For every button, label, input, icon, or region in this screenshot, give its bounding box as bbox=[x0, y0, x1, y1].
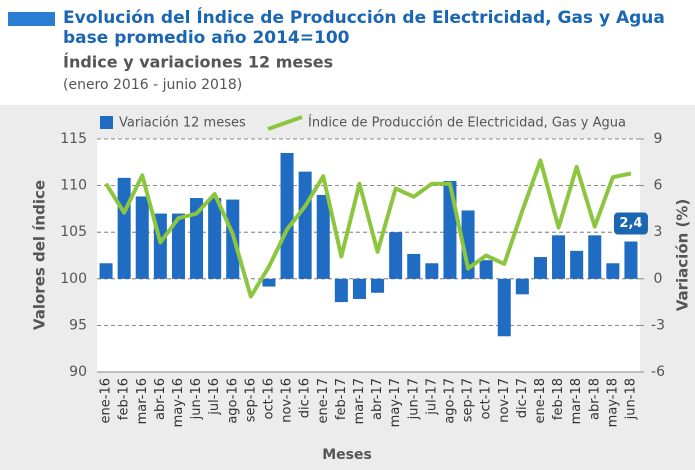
bar bbox=[171, 213, 185, 279]
value-label: 2,4 bbox=[619, 216, 642, 231]
title-marker bbox=[8, 12, 55, 26]
y-axis-label: Valores del índice bbox=[31, 180, 49, 330]
chart-subtitle: Índice y variaciones 12 meses bbox=[63, 53, 333, 72]
x-tick-label: ene-17 bbox=[316, 378, 331, 423]
y2-tick-label: 6 bbox=[654, 178, 663, 194]
bar bbox=[624, 241, 638, 279]
y-tick-label: 90 bbox=[69, 364, 87, 380]
x-tick-label: abr-16 bbox=[153, 378, 168, 420]
period: (enero 2016 - junio 2018) bbox=[63, 77, 242, 93]
bar bbox=[552, 235, 566, 279]
bar bbox=[588, 235, 602, 279]
x-tick-label: may-16 bbox=[171, 378, 186, 427]
x-tick-label: ago-16 bbox=[225, 378, 240, 424]
x-tick-label: feb-18 bbox=[551, 378, 566, 420]
bar bbox=[407, 253, 421, 279]
y2-tick-label: -6 bbox=[651, 364, 665, 380]
chart-title: Evolución del Índice de Producción de El… bbox=[63, 6, 665, 28]
x-tick-label: may-17 bbox=[388, 378, 403, 427]
y2-tick-label: 0 bbox=[654, 271, 663, 287]
y-tick-label: 95 bbox=[69, 317, 87, 333]
bar bbox=[135, 196, 149, 279]
legend-label: Índice de Producción de Electricidad, Ga… bbox=[308, 115, 626, 131]
x-tick-label: nov-17 bbox=[497, 378, 512, 423]
x-tick-label: may-18 bbox=[605, 378, 620, 427]
bar bbox=[479, 260, 493, 279]
x-tick-label: sep-17 bbox=[461, 378, 476, 422]
bar bbox=[117, 177, 131, 279]
x-tick-label: mar-17 bbox=[352, 378, 367, 424]
x-tick-label: jun-18 bbox=[623, 378, 638, 420]
x-tick-label: jul-17 bbox=[424, 378, 439, 416]
x-tick-label: nov-16 bbox=[280, 378, 295, 423]
x-tick-label: ene-18 bbox=[533, 378, 548, 423]
x-tick-label: mar-18 bbox=[569, 378, 584, 424]
bar bbox=[316, 194, 330, 279]
bar bbox=[352, 278, 366, 299]
bar bbox=[570, 250, 584, 279]
bar bbox=[371, 278, 385, 293]
y-tick-label: 105 bbox=[60, 224, 87, 240]
bar bbox=[497, 278, 511, 337]
bar bbox=[515, 278, 529, 295]
y2-tick-label: -3 bbox=[651, 317, 665, 333]
bar bbox=[298, 171, 312, 279]
y2-axis-label: Variación (%) bbox=[674, 199, 692, 312]
x-axis-label: Meses bbox=[322, 447, 372, 463]
x-tick-label: sep-16 bbox=[243, 378, 258, 422]
bar bbox=[425, 263, 439, 279]
bar bbox=[533, 257, 547, 279]
y-tick-label: 100 bbox=[60, 271, 87, 287]
bar bbox=[208, 198, 222, 279]
value-label-box bbox=[613, 212, 648, 235]
x-tick-label: dic-16 bbox=[298, 378, 313, 418]
chart-title-line2: base promedio año 2014=100 bbox=[63, 28, 350, 48]
x-tick-label: oct-17 bbox=[479, 378, 494, 419]
y-tick-label: 115 bbox=[60, 131, 87, 147]
bar bbox=[280, 152, 294, 279]
bar bbox=[262, 278, 276, 287]
x-tick-label: ago-17 bbox=[442, 378, 457, 424]
plot-area bbox=[97, 139, 640, 372]
legend-label: Variación 12 meses bbox=[119, 116, 246, 131]
header-background bbox=[0, 0, 695, 105]
bar bbox=[389, 232, 403, 279]
line bbox=[104, 158, 632, 299]
x-tick-label: abr-17 bbox=[370, 378, 385, 420]
x-tick-label: mar-16 bbox=[135, 378, 150, 424]
bar bbox=[190, 198, 204, 279]
y2-tick-label: 9 bbox=[654, 131, 663, 147]
bar bbox=[99, 263, 113, 279]
x-tick-label: dic-17 bbox=[515, 378, 530, 418]
bar bbox=[334, 278, 348, 303]
bar bbox=[606, 263, 620, 279]
x-tick-label: feb-17 bbox=[334, 378, 349, 420]
x-tick-label: jul-16 bbox=[207, 378, 222, 416]
x-tick-label: ene-16 bbox=[99, 378, 114, 423]
x-tick-label: jun-17 bbox=[406, 378, 421, 420]
x-tick-label: oct-16 bbox=[261, 378, 276, 419]
y-tick-label: 110 bbox=[60, 178, 87, 194]
legend-swatch bbox=[267, 115, 303, 131]
legend-swatch bbox=[100, 116, 113, 129]
x-tick-label: feb-16 bbox=[117, 378, 132, 420]
x-tick-label: jun-16 bbox=[189, 378, 204, 420]
y2-tick-label: 3 bbox=[654, 224, 663, 240]
x-tick-label: abr-18 bbox=[587, 378, 602, 420]
